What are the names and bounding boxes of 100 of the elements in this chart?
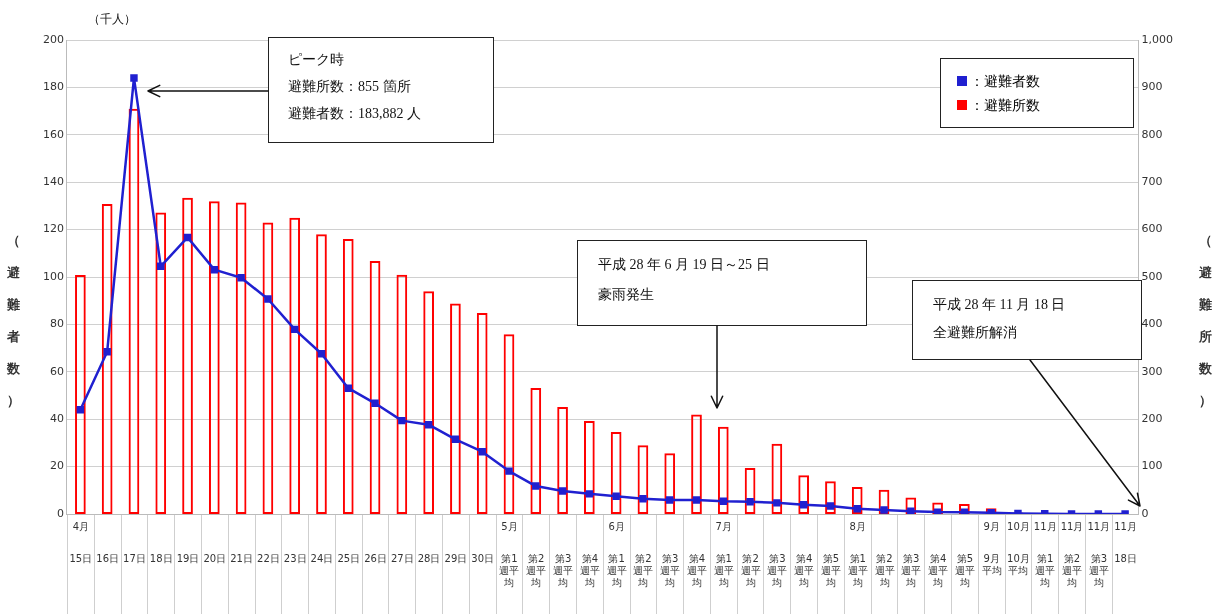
category-label: 11月第3週平均 bbox=[1087, 521, 1111, 588]
y-tick-label: 20 bbox=[50, 459, 64, 473]
annotation: 豪雨発生 bbox=[598, 286, 654, 304]
bar bbox=[423, 291, 434, 514]
x-tick-label: 25日 bbox=[337, 553, 361, 565]
point bbox=[344, 384, 352, 392]
x-tick-label: 19日 bbox=[176, 553, 200, 565]
x-tick-label: 24日 bbox=[310, 553, 334, 565]
point bbox=[826, 502, 835, 510]
bar bbox=[262, 222, 274, 514]
point bbox=[532, 482, 540, 490]
point bbox=[719, 497, 728, 505]
point bbox=[853, 505, 861, 513]
category-label: 9月9月平均 bbox=[981, 521, 1002, 576]
point bbox=[639, 495, 647, 503]
text: （千人） bbox=[88, 11, 136, 28]
bar bbox=[584, 421, 595, 514]
bar bbox=[450, 303, 461, 514]
bar bbox=[75, 275, 86, 514]
point bbox=[907, 507, 915, 514]
x-tick-label: 第4週平均 bbox=[793, 553, 816, 589]
y-tick-label: 80 bbox=[50, 317, 64, 331]
point bbox=[371, 399, 379, 408]
point bbox=[317, 350, 326, 358]
x-tick-label: 23日 bbox=[283, 553, 307, 565]
annotation: 避難所数：855 箇所 bbox=[288, 78, 411, 96]
x-tick-label: 第2週平均 bbox=[525, 553, 548, 589]
bar bbox=[476, 313, 488, 514]
x-tick-label: 26日 bbox=[364, 553, 387, 565]
annotation: ピーク時 bbox=[288, 51, 344, 69]
bar bbox=[208, 201, 220, 514]
x-tick-label: 第3週平均 bbox=[766, 553, 789, 589]
point bbox=[210, 265, 219, 274]
bar bbox=[342, 239, 354, 514]
y-tick-label: 200 bbox=[43, 32, 64, 46]
annotation: 避難者数：183,882 人 bbox=[288, 105, 421, 123]
text: （避難所数） bbox=[1198, 233, 1212, 408]
y2-tick-label: 400 bbox=[1141, 317, 1163, 331]
y2-tick-label: 600 bbox=[1141, 222, 1163, 236]
x-tick-label: 第3週平均 bbox=[659, 553, 682, 589]
y2-tick-label: 200 bbox=[1141, 412, 1163, 426]
bar bbox=[557, 406, 568, 514]
point bbox=[157, 262, 165, 271]
bar bbox=[235, 202, 247, 514]
bar bbox=[530, 387, 542, 514]
y2-tick-label: 900 bbox=[1141, 80, 1163, 94]
point bbox=[424, 420, 433, 429]
y-tick-label: 180 bbox=[43, 80, 64, 94]
point bbox=[451, 435, 460, 444]
point bbox=[264, 295, 272, 303]
x-tick-label: 22日 bbox=[257, 553, 280, 565]
y-tick-label: 160 bbox=[43, 127, 64, 141]
x-tick-label: 29日 bbox=[444, 553, 468, 565]
point bbox=[666, 496, 674, 504]
point bbox=[612, 492, 620, 500]
y-tick-label: 120 bbox=[43, 222, 64, 236]
legend-label: ：避難所数 bbox=[970, 97, 1040, 113]
point bbox=[76, 406, 85, 414]
category-label: 11月第1週平均 bbox=[1033, 521, 1057, 588]
legend-label: ：避難者数 bbox=[970, 73, 1040, 89]
annotation: 全避難所解消 bbox=[933, 324, 1017, 342]
y-tick-label: 60 bbox=[50, 364, 64, 378]
category-label: 11月第2週平均 bbox=[1060, 521, 1084, 588]
y-tick-label: 0 bbox=[57, 506, 64, 520]
point bbox=[183, 233, 192, 242]
category-label: 4月15日 bbox=[69, 521, 93, 564]
x-tick-label: 第2週平均 bbox=[739, 553, 762, 589]
annotation: 平成 28 年 6 月 19 日～25 日 bbox=[598, 256, 770, 274]
x-tick-label: 21日 bbox=[230, 553, 253, 565]
point bbox=[290, 325, 299, 334]
x-tick-label: 第2週平均 bbox=[873, 553, 896, 589]
x-tick-label: 20日 bbox=[203, 553, 227, 565]
x-tick-label: 27日 bbox=[390, 553, 414, 565]
point bbox=[478, 447, 486, 456]
bar bbox=[369, 260, 381, 514]
point bbox=[585, 490, 594, 498]
category-label: 5月第1週平均 bbox=[499, 521, 520, 588]
point bbox=[237, 273, 245, 282]
point bbox=[773, 499, 781, 507]
x-tick-label: 第5週平均 bbox=[953, 553, 976, 589]
x-tick-label: 第5週平均 bbox=[819, 553, 842, 589]
y-tick-label: 140 bbox=[43, 175, 64, 189]
bar bbox=[155, 212, 167, 514]
bar bbox=[289, 217, 301, 514]
x-tick-label: 第4週平均 bbox=[578, 553, 601, 589]
x-tick-label: 第4週平均 bbox=[927, 553, 950, 589]
x-tick-label: 18日 bbox=[149, 553, 173, 565]
category-label: 7月第1週平均 bbox=[713, 521, 734, 588]
y2-tick-label: 700 bbox=[1141, 175, 1163, 189]
bar bbox=[396, 274, 408, 514]
category-label: 10月10月平均 bbox=[1007, 521, 1030, 576]
category-label: 6月第1週平均 bbox=[606, 521, 627, 588]
bar bbox=[316, 234, 327, 514]
point bbox=[505, 467, 513, 475]
x-tick-label: 第2週平均 bbox=[632, 553, 655, 589]
point bbox=[558, 487, 567, 495]
x-tick-label: 30日 bbox=[471, 553, 495, 565]
point bbox=[692, 496, 701, 504]
y-tick-label: 100 bbox=[43, 269, 64, 283]
y2-tick-label: 500 bbox=[1141, 269, 1163, 283]
